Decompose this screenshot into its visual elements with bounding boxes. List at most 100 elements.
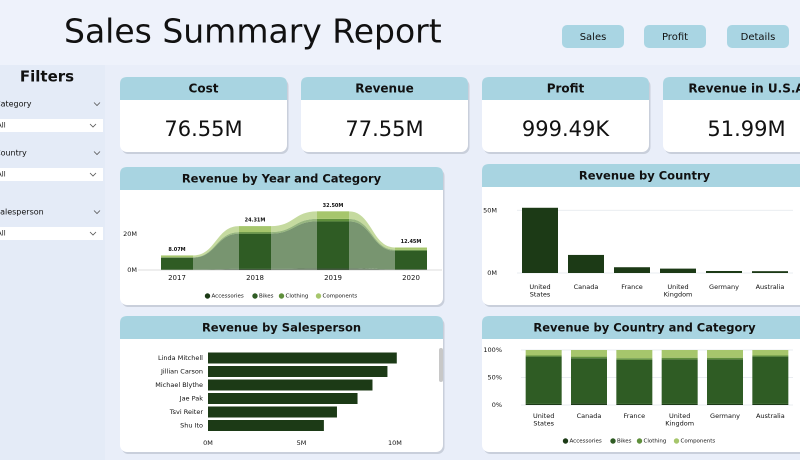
y-tick-label: 20M: [123, 230, 137, 238]
bar: [208, 352, 397, 364]
total-label: 24.31M: [245, 218, 266, 224]
scrollbar[interactable]: [439, 348, 443, 382]
filter-value[interactable]: All: [0, 230, 6, 238]
card-title: Profit: [547, 82, 585, 96]
bar-segment: [317, 268, 349, 270]
legend-label: Bikes: [617, 439, 632, 445]
card-header: [120, 316, 443, 339]
bar-segment: [395, 269, 427, 270]
ribbon: [349, 221, 395, 270]
ribbon: [193, 232, 239, 258]
card-title: Revenue in U.S.A: [688, 82, 800, 96]
card-header: [482, 164, 800, 187]
card-title: Revenue by Country: [579, 169, 711, 183]
bar-segment: [707, 350, 743, 358]
card-header: [120, 167, 443, 190]
filter-dropdown[interactable]: [0, 227, 103, 240]
y-tick-label: 0%: [492, 401, 502, 409]
bar-segment: [395, 247, 427, 250]
chevron: [89, 231, 97, 236]
x-tick-label: Australia: [756, 412, 785, 420]
y-tick-label: 0M: [487, 269, 497, 277]
bar-segment: [239, 226, 271, 233]
legend-label: Components: [323, 294, 358, 300]
bar-segment: [571, 350, 607, 357]
bar-segment: [525, 403, 562, 405]
bar-segment: [525, 355, 562, 357]
bar: [752, 271, 788, 273]
x-tick-label: 0M: [203, 439, 213, 447]
x-tick-label: Germany: [710, 412, 740, 420]
x-tick-label: 2018: [246, 274, 264, 282]
legend-label: Accessories: [570, 439, 602, 445]
filter-dropdown[interactable]: [0, 119, 103, 132]
nav-button-label[interactable]: Profit: [662, 32, 688, 43]
bar-segment: [161, 257, 193, 270]
ribbon: [349, 268, 395, 270]
nav-button[interactable]: [727, 25, 789, 48]
bar-segment: [239, 233, 271, 269]
bar-segment: [752, 403, 789, 405]
legend-swatch: [610, 438, 616, 444]
nav-button[interactable]: [562, 25, 624, 48]
bar-segment: [616, 358, 653, 360]
filter-label: Country: [0, 149, 27, 158]
legend-swatch: [315, 293, 322, 299]
nav-button[interactable]: [644, 25, 706, 48]
bar-segment: [395, 250, 427, 270]
x-tick-label: France: [621, 283, 643, 291]
card-title: Cost: [189, 82, 219, 96]
ribbon: [271, 211, 317, 233]
legend-label: Components: [681, 439, 716, 445]
bar: [614, 267, 650, 273]
ribbon: [349, 211, 395, 250]
bar-segment: [616, 350, 653, 359]
chevron: [89, 172, 97, 177]
kpi-value: 76.55M: [164, 117, 242, 141]
bar: [208, 393, 358, 404]
x-tick-label: France: [624, 412, 646, 420]
legend-label: Bikes: [259, 294, 274, 300]
y-tick-label: 50M: [483, 206, 497, 214]
ribbon: [193, 226, 239, 258]
bar-segment: [525, 356, 562, 404]
nav-button-label[interactable]: Sales: [580, 32, 607, 43]
y-tick-label: Michael Blythe: [155, 381, 203, 389]
kpi-value: 77.55M: [345, 117, 423, 141]
bar-segment: [752, 350, 789, 356]
legend-label: Accessories: [212, 294, 244, 300]
bar-segment: [571, 403, 607, 405]
bar: [208, 420, 324, 431]
y-tick-label: Linda Mitchell: [158, 354, 203, 362]
card-header: [482, 77, 649, 100]
x-tick-label: United Kingdom: [664, 283, 693, 298]
bar-segment: [752, 356, 789, 404]
filters-title: Filters: [20, 68, 74, 86]
card-header: [120, 77, 287, 100]
y-tick-label: Jae Pak: [179, 395, 204, 403]
nav-button-label[interactable]: Details: [741, 32, 776, 43]
x-tick-label: 5M: [297, 439, 307, 447]
bar-segment: [317, 211, 349, 219]
card-title: Revenue by Salesperson: [202, 321, 361, 335]
filter-dropdown[interactable]: [0, 168, 103, 181]
y-tick-label: Jillian Carson: [160, 368, 203, 376]
bar-segment: [661, 357, 698, 360]
filter-value[interactable]: All: [0, 122, 6, 130]
ribbon: [271, 218, 317, 234]
bar-segment: [571, 356, 607, 359]
bar-segment: [239, 268, 271, 270]
x-tick-label: Canada: [574, 283, 599, 291]
report-title: Sales Summary Report: [64, 12, 442, 51]
bar-segment: [571, 358, 607, 404]
bar-segment: [525, 350, 562, 356]
card-title: Revenue by Country and Category: [533, 321, 756, 335]
x-tick-label: 2019: [324, 274, 342, 282]
bar: [706, 270, 742, 273]
card: [482, 164, 800, 305]
bar-segment: [752, 355, 789, 357]
bar-segment: [395, 249, 427, 251]
filter-value[interactable]: All: [0, 171, 6, 179]
ribbon: [193, 233, 239, 270]
